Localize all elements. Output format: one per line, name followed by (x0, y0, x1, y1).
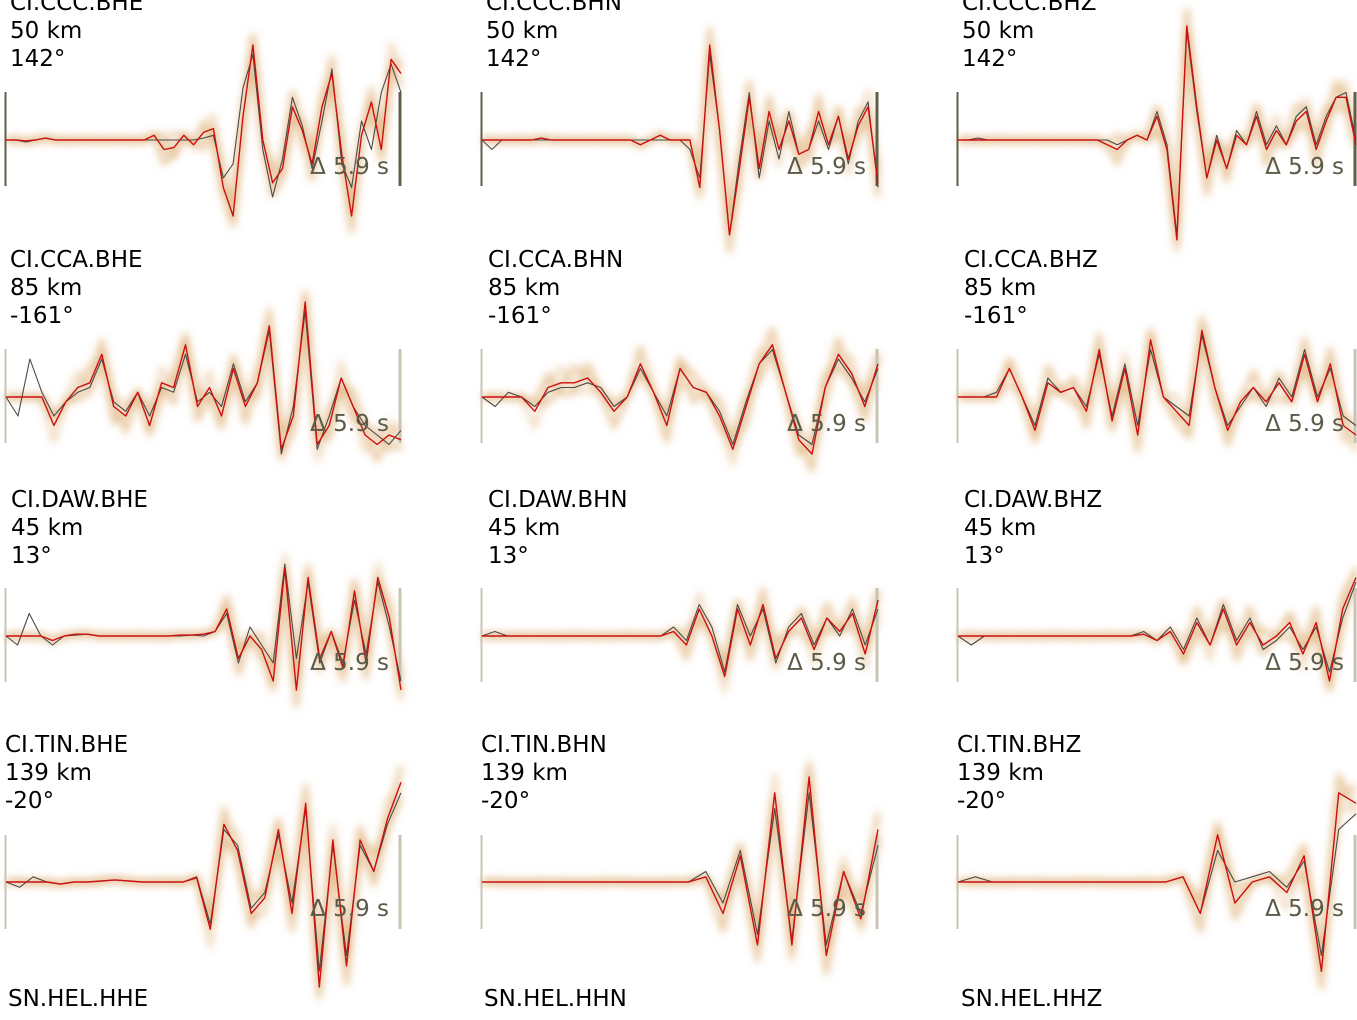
station-label: CI.CCC.BHE (10, 0, 143, 16)
station-label: CI.CCA.BHN (488, 247, 623, 273)
station-label: SN.HEL.HHZ (961, 986, 1102, 1012)
distance-label: 45 km (964, 515, 1036, 541)
time-shift-label: Δ 5.9 s (787, 650, 866, 676)
synthetic-trace (958, 25, 1357, 241)
observed-trace (481, 53, 879, 236)
distance-label: 85 km (964, 275, 1036, 301)
time-shift-label: Δ 5.9 s (1265, 411, 1344, 437)
time-shift-label: Δ 5.9 s (310, 650, 389, 676)
ensemble-trace (481, 587, 881, 677)
ensemble-trace (957, 783, 1357, 990)
synthetic-trace (6, 567, 402, 691)
station-label: CI.TIN.BHE (5, 732, 128, 758)
distance-label: 50 km (962, 18, 1034, 44)
synthetic-trace (482, 344, 879, 455)
panel-sn-hel-hhn: SN.HEL.HHN (484, 986, 627, 1012)
ensemble-trace (957, 571, 1357, 692)
ensemble-trace (957, 29, 1357, 227)
distance-label: 139 km (957, 760, 1044, 786)
synthetic-trace (958, 577, 1357, 682)
distance-label: 139 km (5, 760, 92, 786)
azimuth-label: 142° (962, 46, 1017, 72)
distance-label: 85 km (488, 275, 560, 301)
distance-label: 45 km (488, 515, 560, 541)
synthetic-trace (6, 301, 402, 450)
azimuth-label: 13° (964, 543, 1005, 569)
ensemble-band (481, 760, 881, 976)
time-shift-label: Δ 5.9 s (310, 154, 389, 180)
station-label: SN.HEL.HHN (484, 986, 627, 1012)
distance-label: 50 km (10, 18, 82, 44)
azimuth-label: 13° (11, 543, 52, 569)
ensemble-trace (957, 325, 1357, 452)
distance-label: 139 km (481, 760, 568, 786)
synthetic-trace (958, 792, 1357, 972)
azimuth-label: 13° (488, 543, 529, 569)
time-shift-label: Δ 5.9 s (1265, 154, 1344, 180)
azimuth-label: -161° (488, 303, 552, 329)
synthetic-trace (6, 782, 402, 988)
station-label: CI.TIN.BHZ (957, 732, 1081, 758)
azimuth-label: -20° (481, 788, 530, 814)
station-label: CI.DAW.BHZ (964, 487, 1102, 513)
time-shift-label: Δ 5.9 s (787, 154, 866, 180)
station-label: CI.CCA.BHE (10, 247, 143, 273)
synthetic-trace (482, 599, 879, 678)
ensemble-trace (5, 765, 404, 996)
distance-label: 85 km (10, 275, 82, 301)
azimuth-label: -20° (5, 788, 54, 814)
time-shift-label: Δ 5.9 s (787, 896, 866, 922)
time-shift-label: Δ 5.9 s (1265, 650, 1344, 676)
distance-label: 45 km (11, 515, 83, 541)
station-label: CI.CCC.BHZ (962, 0, 1096, 16)
azimuth-label: -161° (964, 303, 1028, 329)
azimuth-label: 142° (486, 46, 541, 72)
synthetic-trace (6, 44, 402, 217)
station-label: CI.CCA.BHZ (964, 247, 1098, 273)
station-label: CI.DAW.BHN (488, 487, 628, 513)
panel-sn-hel-hhe: SN.HEL.HHE (8, 986, 148, 1012)
time-shift-label: Δ 5.9 s (787, 411, 866, 437)
station-label: CI.TIN.BHN (481, 732, 607, 758)
ensemble-trace (481, 48, 881, 228)
synthetic-trace (482, 776, 879, 957)
station-label: CI.DAW.BHE (11, 487, 148, 513)
panel-sn-hel-hhz: SN.HEL.HHZ (961, 986, 1102, 1012)
ensemble-trace (5, 33, 403, 234)
synthetic-trace (482, 44, 879, 236)
ensemble-band (5, 765, 404, 1001)
time-shift-label: Δ 5.9 s (310, 896, 389, 922)
azimuth-label: -161° (10, 303, 74, 329)
station-label: CI.CCC.BHN (486, 0, 622, 16)
station-label: SN.HEL.HHE (8, 986, 148, 1012)
distance-label: 50 km (486, 18, 558, 44)
synthetic-trace (958, 329, 1357, 436)
azimuth-label: 142° (10, 46, 65, 72)
ensemble-trace (957, 783, 1357, 990)
azimuth-label: -20° (957, 788, 1006, 814)
time-shift-label: Δ 5.9 s (310, 411, 389, 437)
time-shift-label: Δ 5.9 s (1265, 896, 1344, 922)
ensemble-band (5, 553, 404, 708)
ensemble-band (957, 7, 1357, 254)
